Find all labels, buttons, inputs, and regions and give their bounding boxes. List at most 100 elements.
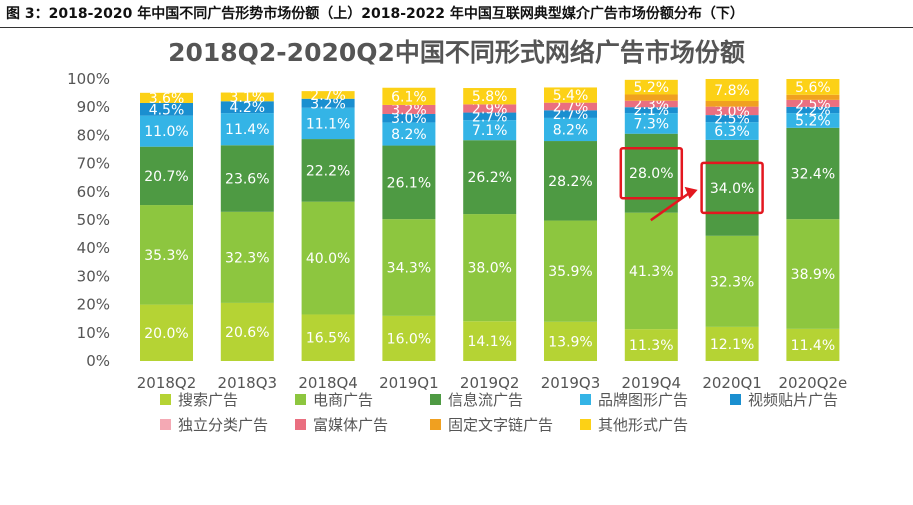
bar-segment	[140, 304, 193, 361]
data-label: 2.2%	[795, 103, 831, 119]
y-tick-label: 60%	[77, 183, 110, 201]
data-label: 11.4%	[791, 338, 835, 354]
bar-segment	[301, 201, 355, 315]
bar-segment	[301, 314, 355, 361]
data-label: 11.0%	[144, 124, 188, 140]
bar-segment	[220, 101, 274, 114]
bar-segment	[140, 92, 193, 103]
bar-segment	[220, 92, 274, 102]
data-label: 7.8%	[714, 83, 750, 99]
data-label: 26.2%	[467, 170, 511, 186]
bar-segment	[705, 122, 759, 140]
bar-segment	[220, 113, 274, 146]
data-label: 41.3%	[629, 264, 673, 280]
data-label: 2.7%	[553, 99, 589, 115]
bar-segment	[624, 113, 678, 134]
legend-swatch	[730, 394, 741, 405]
data-label: 22.2%	[306, 163, 350, 179]
bar-segment	[463, 104, 517, 113]
data-label: 2.3%	[634, 97, 670, 113]
bar-segment	[544, 220, 597, 322]
data-label: 8.2%	[553, 122, 589, 138]
bar-segment	[786, 94, 840, 100]
legend-swatch	[295, 394, 306, 405]
data-label: 6.3%	[714, 124, 750, 140]
legend-swatch	[160, 394, 171, 405]
bar-segment	[705, 100, 759, 107]
bar-segment	[220, 302, 274, 361]
bar-segment	[140, 102, 193, 116]
bar-segment	[786, 99, 840, 107]
data-label: 32.3%	[710, 274, 754, 290]
bar-segment	[382, 113, 436, 123]
bar-segment	[786, 106, 840, 114]
bar-segment	[705, 139, 759, 236]
highlight-arrow	[650, 191, 691, 222]
y-tick-label: 90%	[77, 98, 110, 116]
data-label: 3.6%	[149, 91, 185, 107]
data-label: 2.7%	[553, 107, 589, 123]
bar-segment	[140, 146, 193, 206]
data-label: 2.7%	[472, 109, 508, 125]
y-tick-label: 70%	[77, 155, 110, 173]
bar-segment	[705, 79, 759, 101]
figure-caption: 图 3：2018-2020 年中国不同广告形势市场份额（上）2018-2022 …	[6, 6, 744, 22]
data-label: 34.3%	[387, 261, 431, 277]
bar-segment	[301, 98, 355, 108]
data-label: 4.2%	[230, 100, 266, 116]
data-label: 3.1%	[230, 90, 266, 106]
data-label: 3.2%	[391, 102, 427, 118]
bar-segment	[544, 321, 597, 361]
legend-swatch	[160, 419, 171, 430]
data-label: 14.1%	[467, 334, 511, 350]
bar-segment	[140, 115, 193, 147]
legend-swatch	[430, 419, 441, 430]
data-label: 20.7%	[144, 169, 188, 185]
data-label: 34.0%	[710, 181, 754, 197]
data-label: 16.5%	[306, 331, 350, 347]
data-label: 11.1%	[306, 116, 350, 132]
x-tick-label: 2018Q4	[298, 374, 358, 392]
bar-segment	[786, 79, 840, 95]
data-label: 26.1%	[387, 175, 431, 191]
y-tick-label: 30%	[77, 267, 110, 285]
data-label: 20.6%	[225, 325, 269, 341]
legend-swatch	[295, 419, 306, 430]
bar-segment	[705, 235, 759, 327]
bar-segment	[705, 115, 759, 123]
x-tick-label: 2019Q4	[622, 374, 682, 392]
bar-segment	[301, 107, 355, 140]
bar-segment	[624, 329, 678, 361]
y-tick-label: 40%	[77, 239, 110, 257]
highlight-arrowhead	[684, 186, 698, 199]
x-tick-label: 2019Q1	[379, 374, 439, 392]
data-label: 16.0%	[387, 331, 431, 347]
y-tick-label: 10%	[77, 324, 110, 342]
data-label: 3.0%	[714, 104, 750, 120]
bar-segment	[624, 94, 678, 101]
bar-segment	[624, 212, 678, 330]
bar-segment	[463, 214, 517, 322]
data-label: 28.0%	[629, 166, 673, 182]
x-tick-label: 2018Q3	[218, 374, 278, 392]
y-tick-label: 50%	[77, 211, 110, 229]
highlight-box	[619, 146, 684, 200]
highlight-box	[700, 161, 764, 215]
bar-segment	[220, 211, 274, 303]
bar-segment	[463, 120, 517, 141]
legend-label: 其他形式广告	[598, 416, 688, 434]
data-label: 5.2%	[795, 113, 831, 129]
bar-segment	[544, 117, 597, 142]
data-label: 32.3%	[225, 250, 269, 266]
caption-divider	[0, 27, 913, 28]
x-tick-label: 2020Q2e	[779, 374, 848, 392]
bar-segment	[624, 107, 678, 114]
data-label: 5.4%	[553, 88, 589, 104]
chart-title: 2018Q2-2020Q2中国不同形式网络广告市场份额	[168, 38, 745, 67]
data-label: 5.8%	[472, 89, 508, 105]
bar-segment	[705, 106, 759, 116]
data-label: 3.2%	[310, 96, 346, 112]
bar-segment	[301, 139, 355, 202]
x-tick-label: 2020Q1	[702, 374, 762, 392]
bar-segment	[786, 219, 840, 329]
